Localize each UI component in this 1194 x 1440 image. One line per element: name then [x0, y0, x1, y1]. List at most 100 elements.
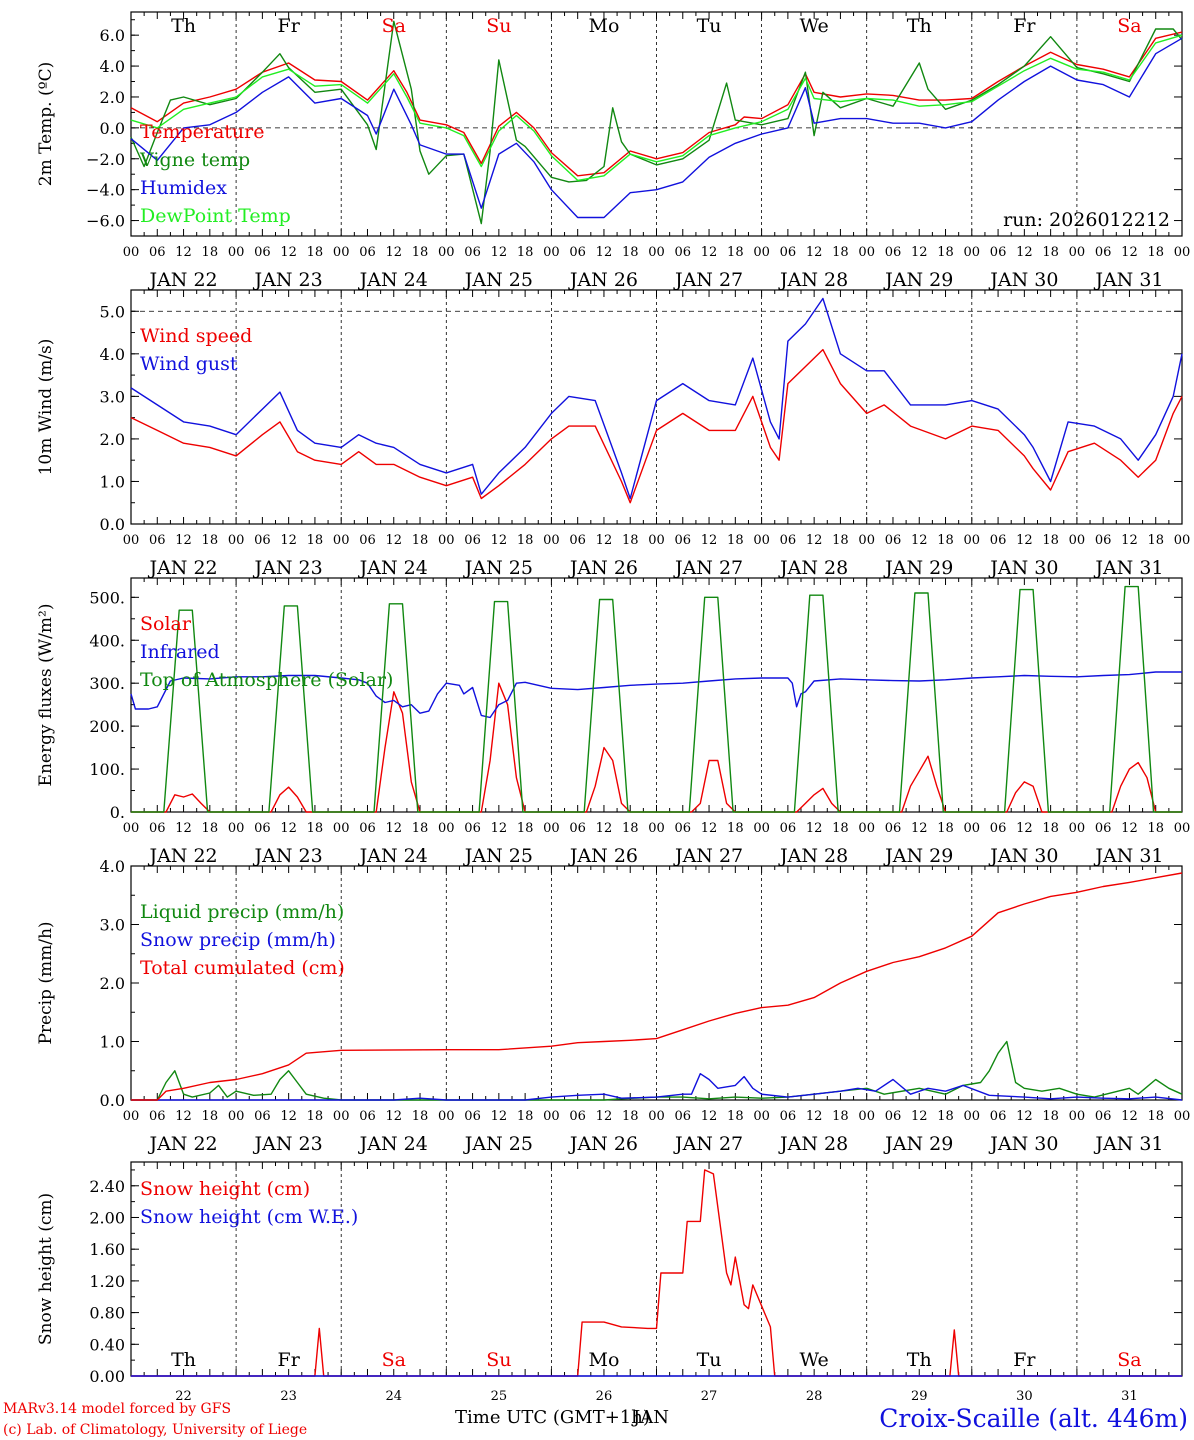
- energy-hour-label: 18: [307, 821, 324, 836]
- precip-series-total-cumulated-cm: [131, 872, 1183, 1101]
- wind-date-label: JAN 28: [778, 557, 848, 579]
- precip-hour-label: 06: [990, 1109, 1007, 1124]
- energy-y-tick-label: 100.: [89, 760, 125, 779]
- energy-hour-label: 12: [701, 821, 718, 836]
- energy-hour-label: 00: [1069, 821, 1086, 836]
- energy-date-label: JAN 25: [463, 845, 533, 867]
- precip-hour-label: 00: [228, 1109, 245, 1124]
- precip-hour-label: 00: [1069, 1109, 1086, 1124]
- temp-hour-label: 06: [149, 245, 166, 260]
- energy-hour-label: 18: [517, 821, 534, 836]
- temp-date-label: JAN 27: [673, 269, 743, 291]
- temp-weekday-label: Mo: [588, 15, 619, 37]
- temp-weekday-label: Fr: [1013, 15, 1036, 37]
- precip-hour-label: 06: [675, 1109, 692, 1124]
- precip-hour-label: 12: [280, 1109, 297, 1124]
- temp-hour-label: 12: [911, 245, 928, 260]
- temp-hour-label: 06: [675, 245, 692, 260]
- energy-hour-label: 12: [175, 821, 192, 836]
- precip-hour-label: 00: [648, 1109, 665, 1124]
- wind-hour-label: 18: [1147, 533, 1164, 548]
- temp-hour-label: 12: [701, 245, 718, 260]
- wind-y-tick-label: 0.0: [100, 515, 125, 534]
- energy-hour-label: 06: [254, 821, 271, 836]
- wind-hour-label: 06: [780, 533, 797, 548]
- precip-hour-label: 18: [937, 1109, 954, 1124]
- precip-legend-entry: Liquid precip (mm/h): [140, 901, 344, 923]
- energy-y-tick-label: 200.: [89, 717, 125, 736]
- wind-legend-entry: Wind speed: [140, 325, 252, 347]
- temp-weekday-label: Th: [907, 15, 932, 37]
- energy-date-label: JAN 30: [988, 845, 1058, 867]
- energy-y-tick-label: 0.: [110, 803, 125, 822]
- energy-hour-label: 06: [569, 821, 586, 836]
- snow-weekday-label: Th: [907, 1349, 932, 1371]
- precip-hour-label: 00: [1174, 1109, 1191, 1124]
- energy-hour-label: 12: [1121, 821, 1138, 836]
- precip-panel: 0.0 1.0 2.0 3.0 4.0 Precip (mm/h) Liquid preci…: [36, 857, 1190, 1155]
- wind-hour-label: 06: [149, 533, 166, 548]
- energy-hour-label: 06: [675, 821, 692, 836]
- temp-hour-label: 12: [491, 245, 508, 260]
- wind-hour-label: 12: [806, 533, 823, 548]
- precip-hour-label: 18: [517, 1109, 534, 1124]
- wind-hour-label: 06: [990, 533, 1007, 548]
- energy-hour-label: 18: [1042, 821, 1059, 836]
- temp-hour-label: 18: [202, 245, 219, 260]
- wind-hour-label: 12: [911, 533, 928, 548]
- wind-hour-label: 12: [491, 533, 508, 548]
- precip-hour-label: 18: [727, 1109, 744, 1124]
- snow-weekday-label: Th: [171, 1349, 196, 1371]
- snow-day-number: 31: [1121, 1389, 1138, 1404]
- temp-date-label: JAN 25: [463, 269, 533, 291]
- wind-hour-label: 00: [1174, 533, 1191, 548]
- temp-hour-label: 06: [359, 245, 376, 260]
- wind-hour-label: 00: [228, 533, 245, 548]
- snow-weekday-label: Fr: [1013, 1349, 1036, 1371]
- wind-hour-label: 18: [202, 533, 219, 548]
- energy-hour-label: 06: [885, 821, 902, 836]
- temp-hour-label: 18: [1042, 245, 1059, 260]
- snow-day-number: 25: [491, 1389, 508, 1404]
- precip-hour-label: 06: [149, 1109, 166, 1124]
- wind-hour-label: 06: [464, 533, 481, 548]
- precip-y-tick-label: 3.0: [100, 916, 125, 935]
- temp-date-label: JAN 22: [147, 269, 217, 291]
- precip-hour-label: 00: [858, 1109, 875, 1124]
- temp-weekday-label: We: [800, 15, 829, 37]
- energy-hour-label: 00: [123, 821, 140, 836]
- temp-hour-label: 12: [806, 245, 823, 260]
- energy-hour-label: 12: [596, 821, 613, 836]
- energy-hour-label: 18: [412, 821, 429, 836]
- snow-y-tick-label: 0.40: [89, 1335, 125, 1354]
- wind-hour-label: 12: [1121, 533, 1138, 548]
- precip-legend-entry: Total cumulated (cm): [140, 957, 345, 979]
- energy-hour-label: 06: [780, 821, 797, 836]
- precip-date-label: JAN 25: [463, 1133, 533, 1155]
- energy-hour-label: 18: [202, 821, 219, 836]
- wind-date-label: JAN 29: [883, 557, 953, 579]
- wind-series-wind-speed: [130, 348, 1183, 504]
- snow-series-snow-height-cm: [131, 1169, 1182, 1377]
- temp-hour-label: 00: [228, 245, 245, 260]
- energy-hour-label: 06: [990, 821, 1007, 836]
- precip-hour-label: 12: [596, 1109, 613, 1124]
- temp-hour-label: 06: [464, 245, 481, 260]
- temp-legend-entry: Temperature: [140, 121, 264, 143]
- temp-hour-label: 18: [517, 245, 534, 260]
- temp-hour-label: 00: [333, 245, 350, 260]
- energy-hour-label: 00: [1174, 821, 1191, 836]
- energy-date-label: JAN 29: [883, 845, 953, 867]
- wind-hour-label: 12: [385, 533, 402, 548]
- temp-hour-label: 12: [280, 245, 297, 260]
- precip-hour-label: 12: [806, 1109, 823, 1124]
- precip-hour-label: 18: [622, 1109, 639, 1124]
- energy-date-label: JAN 26: [568, 845, 638, 867]
- energy-hour-label: 06: [464, 821, 481, 836]
- temp-hour-label: 18: [412, 245, 429, 260]
- station-name: Croix-Scaille (alt. 446m): [879, 1404, 1188, 1433]
- wind-date-label: JAN 24: [358, 557, 428, 579]
- energy-panel: 0. 100. 200. 300. 400. 500. Energy fluxes (W/m…: [36, 577, 1191, 867]
- precip-hour-label: 06: [1095, 1109, 1112, 1124]
